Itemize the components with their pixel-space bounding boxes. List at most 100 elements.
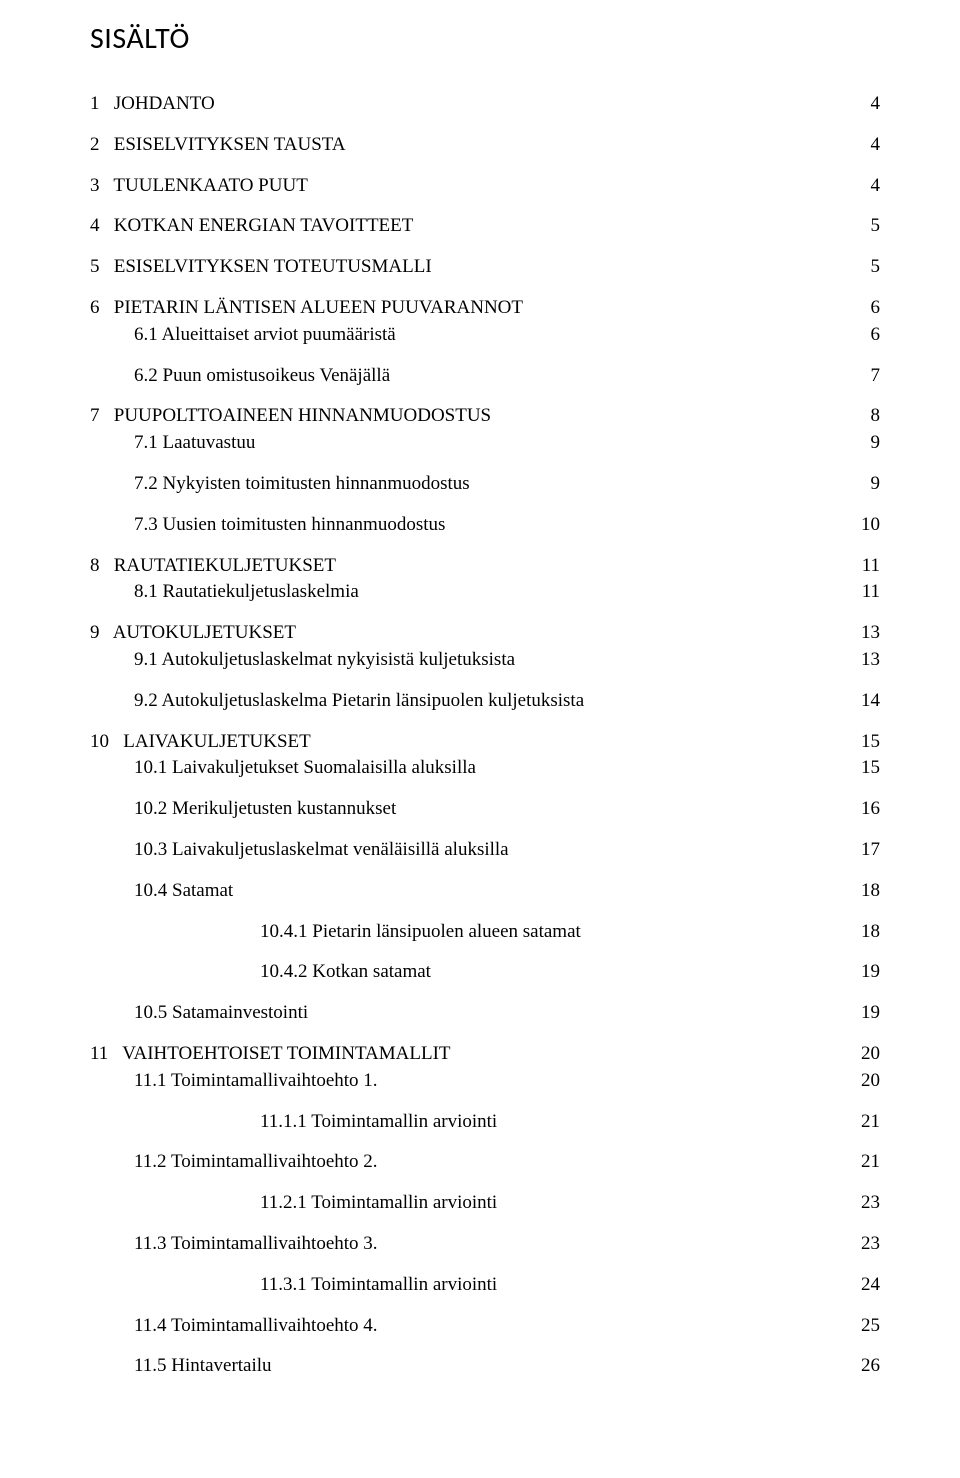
toc-entry: 11.2 Toimintamallivaihtoehto 2. 21 <box>90 1151 880 1174</box>
toc-entry: 10.5 Satamainvestointi 19 <box>90 1002 880 1025</box>
toc-entry-label: 11.4 Toimintamallivaihtoehto 4. <box>134 1315 378 1338</box>
toc-entry-label: 11.1.1 Toimintamallin arviointi <box>260 1111 497 1134</box>
table-of-contents: 1 JOHDANTO42 ESISELVITYKSEN TAUSTA43 TUU… <box>90 93 880 1378</box>
toc-entry-label: 9.1 Autokuljetuslaskelmat nykyisistä kul… <box>134 649 515 672</box>
toc-entry-label: 7.3 Uusien toimitusten hinnanmuodostus <box>134 514 445 537</box>
toc-entry: 9.2 Autokuljetuslaskelma Pietarin länsip… <box>90 690 880 713</box>
toc-entry: 10 LAIVAKULJETUKSET 15 <box>90 731 880 754</box>
toc-entry: 6.2 Puun omistusoikeus Venäjällä7 <box>90 365 880 388</box>
toc-entry-label: 9.2 Autokuljetuslaskelma Pietarin länsip… <box>134 690 584 713</box>
toc-entry-label: 11.5 Hintavertailu <box>134 1355 272 1378</box>
toc-entry-page: 19 <box>841 1002 880 1025</box>
toc-entry: 10.4.2 Kotkan satamat 19 <box>90 961 880 984</box>
toc-entry-page: 24 <box>841 1274 880 1297</box>
toc-entry-label: 6.2 Puun omistusoikeus Venäjällä <box>134 365 390 388</box>
toc-entry: 8 RAUTATIEKULJETUKSET 11 <box>90 555 880 578</box>
toc-entry-label: 10.4.1 Pietarin länsipuolen alueen satam… <box>260 921 581 944</box>
toc-entry-label: 8 RAUTATIEKULJETUKSET <box>90 555 336 578</box>
page-title: SISÄLTÖ <box>90 20 880 57</box>
toc-entry-page: 20 <box>841 1043 880 1066</box>
toc-entry-page: 4 <box>851 93 881 116</box>
toc-entry: 11.2.1 Toimintamallin arviointi23 <box>90 1192 880 1215</box>
toc-entry: 5 ESISELVITYKSEN TOTEUTUSMALLI5 <box>90 256 880 279</box>
toc-entry-label: 2 ESISELVITYKSEN TAUSTA <box>90 134 346 157</box>
toc-entry: 7.1 Laatuvastuu 9 <box>90 432 880 455</box>
toc-entry: 10.1 Laivakuljetukset Suomalaisilla aluk… <box>90 757 880 780</box>
toc-entry: 10.4.1 Pietarin länsipuolen alueen satam… <box>90 921 880 944</box>
document-page: SISÄLTÖ 1 JOHDANTO42 ESISELVITYKSEN TAUS… <box>0 0 960 1418</box>
toc-entry-page: 15 <box>841 757 880 780</box>
toc-entry: 4 KOTKAN ENERGIAN TAVOITTEET 5 <box>90 215 880 238</box>
toc-entry: 6 PIETARIN LÄNTISEN ALUEEN PUUVARANNOT6 <box>90 297 880 320</box>
toc-entry-label: 10 LAIVAKULJETUKSET <box>90 731 311 754</box>
toc-entry: 11 VAIHTOEHTOISET TOIMINTAMALLIT 20 <box>90 1043 880 1066</box>
toc-entry-page: 21 <box>841 1151 880 1174</box>
toc-entry-label: 10.4.2 Kotkan satamat <box>260 961 431 984</box>
toc-entry-label: 7.2 Nykyisten toimitusten hinnanmuodostu… <box>134 473 470 496</box>
toc-entry-label: 10.4 Satamat <box>134 880 233 903</box>
toc-entry-label: 10.5 Satamainvestointi <box>134 1002 308 1025</box>
toc-entry-page: 21 <box>841 1111 880 1134</box>
toc-entry-label: 7.1 Laatuvastuu <box>134 432 255 455</box>
toc-entry: 10.2 Merikuljetusten kustannukset 16 <box>90 798 880 821</box>
toc-entry-page: 15 <box>841 731 880 754</box>
toc-entry-label: 11 VAIHTOEHTOISET TOIMINTAMALLIT <box>90 1043 451 1066</box>
toc-entry-label: 8.1 Rautatiekuljetuslaskelmia <box>134 581 359 604</box>
toc-entry-page: 20 <box>841 1070 880 1093</box>
toc-entry-page: 5 <box>851 215 881 238</box>
toc-entry: 11.3.1 Toimintamallin arviointi 24 <box>90 1274 880 1297</box>
toc-entry-page: 25 <box>841 1315 880 1338</box>
toc-entry-page: 11 <box>842 581 880 604</box>
toc-entry-page: 8 <box>851 405 881 428</box>
toc-entry: 11.4 Toimintamallivaihtoehto 4. 25 <box>90 1315 880 1338</box>
toc-entry-label: 11.3.1 Toimintamallin arviointi <box>260 1274 497 1297</box>
toc-entry-page: 18 <box>841 880 880 903</box>
toc-entry-page: 23 <box>841 1192 880 1215</box>
toc-entry-label: 10.2 Merikuljetusten kustannukset <box>134 798 396 821</box>
toc-entry-page: 13 <box>841 649 880 672</box>
toc-entry-page: 13 <box>841 622 880 645</box>
toc-entry: 2 ESISELVITYKSEN TAUSTA 4 <box>90 134 880 157</box>
toc-entry: 11.5 Hintavertailu 26 <box>90 1355 880 1378</box>
toc-entry-page: 6 <box>851 324 881 347</box>
toc-entry: 6.1 Alueittaiset arviot puumääristä 6 <box>90 324 880 347</box>
toc-entry-page: 19 <box>841 961 880 984</box>
toc-entry-page: 4 <box>851 175 881 198</box>
toc-entry-page: 26 <box>841 1355 880 1378</box>
toc-entry-label: 11.3 Toimintamallivaihtoehto 3. <box>134 1233 378 1256</box>
toc-entry: 8.1 Rautatiekuljetuslaskelmia 11 <box>90 581 880 604</box>
toc-entry-label: 3 TUULENKAATO PUUT <box>90 175 308 198</box>
toc-entry-label: 9 AUTOKULJETUKSET <box>90 622 296 645</box>
toc-entry-page: 23 <box>841 1233 880 1256</box>
toc-entry-page: 9 <box>851 432 881 455</box>
toc-entry: 11.1.1 Toimintamallin arviointi 21 <box>90 1111 880 1134</box>
toc-entry-page: 9 <box>851 473 881 496</box>
toc-entry-page: 14 <box>841 690 880 713</box>
toc-entry: 7.3 Uusien toimitusten hinnanmuodostus 10 <box>90 514 880 537</box>
toc-entry-label: 11.1 Toimintamallivaihtoehto 1. <box>134 1070 378 1093</box>
toc-entry: 9 AUTOKULJETUKSET 13 <box>90 622 880 645</box>
toc-entry: 1 JOHDANTO 4 <box>90 93 880 116</box>
toc-entry-label: 1 JOHDANTO <box>90 93 215 116</box>
toc-entry: 11.3 Toimintamallivaihtoehto 3. 23 <box>90 1233 880 1256</box>
toc-entry: 3 TUULENKAATO PUUT 4 <box>90 175 880 198</box>
toc-entry-label: 7 PUUPOLTTOAINEEN HINNANMUODOSTUS <box>90 405 491 428</box>
toc-entry-label: 5 ESISELVITYKSEN TOTEUTUSMALLI <box>90 256 432 279</box>
toc-entry-page: 4 <box>851 134 881 157</box>
toc-entry: 11.1 Toimintamallivaihtoehto 1. 20 <box>90 1070 880 1093</box>
toc-entry-label: 11.2 Toimintamallivaihtoehto 2. <box>134 1151 378 1174</box>
toc-entry-label: 10.3 Laivakuljetuslaskelmat venäläisillä… <box>134 839 509 862</box>
toc-entry-page: 11 <box>842 555 880 578</box>
toc-entry-label: 4 KOTKAN ENERGIAN TAVOITTEET <box>90 215 413 238</box>
toc-entry-page: 16 <box>841 798 880 821</box>
toc-entry-label: 10.1 Laivakuljetukset Suomalaisilla aluk… <box>134 757 476 780</box>
toc-entry-page: 10 <box>841 514 880 537</box>
toc-entry-page: 18 <box>841 921 880 944</box>
toc-entry: 7 PUUPOLTTOAINEEN HINNANMUODOSTUS 8 <box>90 405 880 428</box>
toc-entry: 10.3 Laivakuljetuslaskelmat venäläisillä… <box>90 839 880 862</box>
toc-entry: 9.1 Autokuljetuslaskelmat nykyisistä kul… <box>90 649 880 672</box>
toc-entry-label: 6.1 Alueittaiset arviot puumääristä <box>134 324 396 347</box>
toc-entry-page: 17 <box>841 839 880 862</box>
toc-entry-label: 6 PIETARIN LÄNTISEN ALUEEN PUUVARANNOT <box>90 297 523 320</box>
toc-entry: 7.2 Nykyisten toimitusten hinnanmuodostu… <box>90 473 880 496</box>
